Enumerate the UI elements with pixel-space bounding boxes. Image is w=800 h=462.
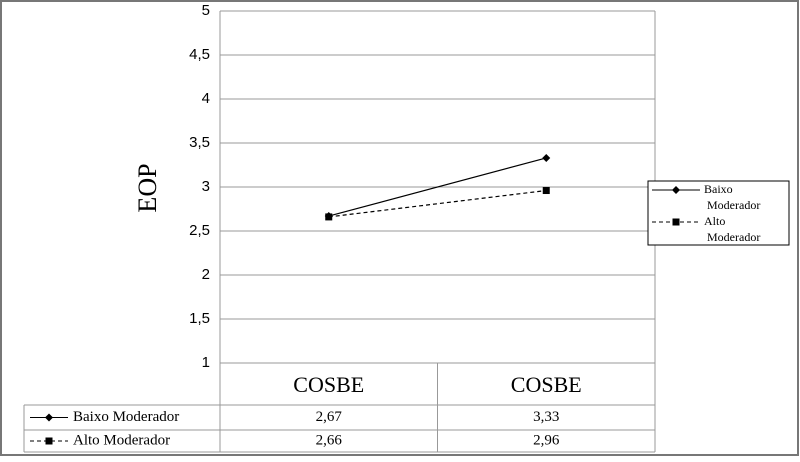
marker (45, 437, 53, 445)
marker (542, 187, 550, 195)
y-tick-label: 2,5 (189, 222, 210, 239)
y-tick-label: 3 (202, 178, 210, 195)
y-tick-label: 5 (202, 2, 210, 19)
marker (542, 153, 551, 162)
legend-box (647, 180, 790, 246)
y-tick-label: 2 (202, 266, 210, 283)
y-tick-label: 1 (202, 354, 210, 371)
marker (672, 186, 680, 194)
series-line (328, 157, 547, 217)
table-series-name: Baixo Moderador (73, 409, 179, 425)
y-tick-label: 4 (202, 90, 210, 107)
y-axis-label: EOP (133, 163, 162, 212)
x-tick-label: COSBE (511, 372, 582, 397)
legend-label: Alto Moderador (704, 214, 760, 244)
marker (672, 218, 680, 226)
y-tick-label: 1,5 (189, 310, 210, 327)
legend-label: Baixo Moderador (704, 182, 760, 212)
y-tick-label: 3,5 (189, 134, 210, 151)
x-tick-label: COSBE (293, 372, 364, 397)
y-tick-label: 4,5 (189, 46, 210, 63)
table-value: 2,96 (533, 432, 560, 448)
series-line (328, 189, 547, 218)
marker (45, 413, 53, 422)
table-value: 2,66 (316, 432, 343, 448)
table-series-name: Alto Moderador (73, 432, 170, 448)
table-value: 2,67 (316, 409, 343, 425)
table-value: 3,33 (533, 409, 559, 425)
marker (325, 213, 333, 221)
